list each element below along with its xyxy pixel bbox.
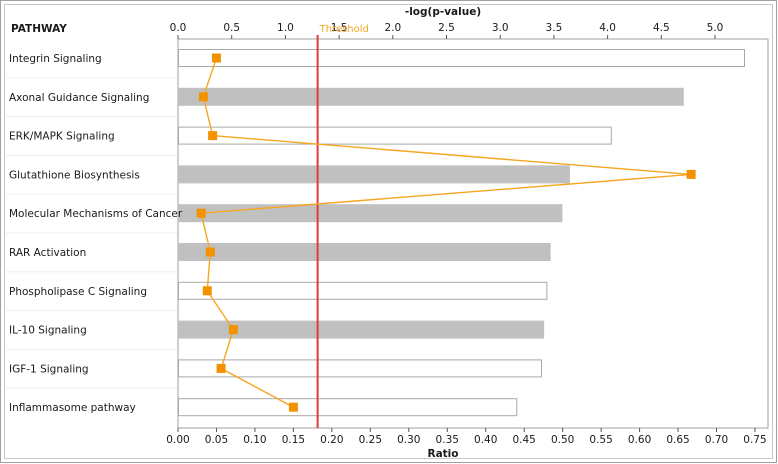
bar xyxy=(178,87,684,106)
top-tick-label: 1.0 xyxy=(277,22,294,34)
category-label: Integrin Signaling xyxy=(9,53,102,65)
bottom-axis-title: Ratio xyxy=(427,448,458,460)
category-labels: Integrin Signaling Axonal Guidance Signal… xyxy=(9,53,183,414)
bar xyxy=(178,204,563,223)
top-axis-ticks: 0.0 0.5 1.0 1.5 2.0 2.5 3.0 3.5 4.0 4.5 5.0 xyxy=(170,22,724,39)
top-tick-label: 1.5 xyxy=(331,22,348,34)
bars xyxy=(178,49,745,417)
ratio-point xyxy=(216,363,226,373)
bottom-tick-label: 0.30 xyxy=(397,434,420,446)
bar xyxy=(178,165,570,184)
bottom-tick-label: 0.40 xyxy=(474,434,497,446)
bottom-tick-label: 0.70 xyxy=(705,434,728,446)
bottom-tick-label: 0.35 xyxy=(436,434,459,446)
pathway-header: PATHWAY xyxy=(11,23,67,35)
bottom-tick-label: 0.20 xyxy=(320,434,343,446)
top-tick-label: 3.5 xyxy=(546,22,563,34)
ratio-point xyxy=(196,208,206,218)
top-tick-label: 2.5 xyxy=(438,22,455,34)
ratio-point xyxy=(202,286,212,296)
category-label: RAR Activation xyxy=(9,247,86,259)
bar xyxy=(178,320,545,339)
top-axis-title: -log(p-value) xyxy=(405,6,481,18)
ratio-point xyxy=(208,131,218,141)
bottom-tick-label: 0.25 xyxy=(359,434,382,446)
threshold-group: Threshold xyxy=(316,24,369,428)
bottom-tick-label: 0.00 xyxy=(166,434,189,446)
top-tick-label: 3.0 xyxy=(492,22,509,34)
bar xyxy=(178,49,745,67)
ratio-series xyxy=(196,53,696,412)
bar xyxy=(178,398,518,417)
top-tick-label: 0.5 xyxy=(223,22,240,34)
top-tick-label: 5.0 xyxy=(707,22,724,34)
category-label: Glutathione Biosynthesis xyxy=(9,169,140,181)
ratio-point xyxy=(198,92,208,102)
category-label: IGF-1 Signaling xyxy=(9,363,89,375)
top-tick-label: 4.5 xyxy=(653,22,670,34)
bottom-tick-label: 0.10 xyxy=(243,434,266,446)
top-tick-label: 4.0 xyxy=(599,22,616,34)
bottom-tick-label: 0.75 xyxy=(743,434,766,446)
bottom-axis-ticks: 0.00 0.05 0.10 0.15 0.20 0.25 0.30 0.35 0.40 0.45… xyxy=(166,428,767,446)
top-tick-label: 0.0 xyxy=(170,22,187,34)
bar xyxy=(178,126,612,145)
category-label: Axonal Guidance Signaling xyxy=(9,92,149,104)
bar xyxy=(178,359,543,378)
ratio-point xyxy=(211,53,221,63)
ratio-line xyxy=(200,57,692,408)
category-label: ERK/MAPK Signaling xyxy=(9,131,115,143)
bottom-tick-label: 0.55 xyxy=(589,434,612,446)
category-label: Inflammasome pathway xyxy=(9,402,136,414)
ratio-point xyxy=(686,169,696,179)
plot-area-border xyxy=(177,38,769,429)
bottom-tick-label: 0.05 xyxy=(205,434,228,446)
bottom-tick-label: 0.50 xyxy=(551,434,574,446)
threshold-label: Threshold xyxy=(319,24,369,35)
bottom-tick-label: 0.45 xyxy=(512,434,535,446)
category-label: Molecular Mechanisms of Cancer xyxy=(9,208,183,220)
bottom-tick-label: 0.65 xyxy=(666,434,689,446)
top-tick-label: 2.0 xyxy=(384,22,401,34)
bar xyxy=(178,243,551,261)
ratio-point xyxy=(205,247,215,257)
category-label: Phospholipase C Signaling xyxy=(9,286,147,298)
plot-frame xyxy=(177,38,769,429)
inner-border xyxy=(4,4,773,459)
gridlines xyxy=(6,77,178,389)
ratio-point xyxy=(228,325,238,335)
category-label: IL-10 Signaling xyxy=(9,325,87,337)
bottom-tick-label: 0.15 xyxy=(282,434,305,446)
bottom-tick-label: 0.60 xyxy=(628,434,651,446)
bar xyxy=(178,281,548,300)
ratio-point xyxy=(288,402,298,412)
